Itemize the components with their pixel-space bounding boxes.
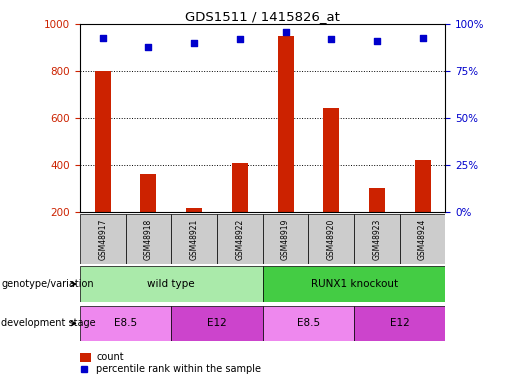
- Text: E8.5: E8.5: [114, 318, 137, 328]
- Text: development stage: development stage: [1, 318, 96, 328]
- Bar: [232, 163, 248, 212]
- Bar: [323, 108, 339, 212]
- Text: GSM48919: GSM48919: [281, 218, 290, 260]
- Bar: [186, 209, 202, 212]
- Bar: [400, 214, 445, 264]
- Bar: [171, 214, 217, 264]
- Bar: [263, 266, 445, 302]
- Text: GSM48920: GSM48920: [327, 218, 336, 260]
- Bar: [354, 306, 445, 341]
- Bar: [263, 214, 308, 264]
- Point: [281, 29, 289, 35]
- Bar: [263, 306, 354, 341]
- Text: wild type: wild type: [147, 279, 195, 289]
- Text: GSM48924: GSM48924: [418, 218, 427, 260]
- Point: [373, 38, 381, 44]
- Bar: [80, 214, 126, 264]
- Bar: [126, 214, 171, 264]
- Point: [419, 34, 427, 40]
- Text: GSM48921: GSM48921: [190, 218, 199, 259]
- Text: RUNX1 knockout: RUNX1 knockout: [311, 279, 398, 289]
- Point: [236, 36, 244, 42]
- Point: [144, 44, 152, 50]
- Text: E12: E12: [207, 318, 227, 328]
- Bar: [354, 214, 400, 264]
- Bar: [171, 306, 263, 341]
- Bar: [415, 160, 431, 212]
- Title: GDS1511 / 1415826_at: GDS1511 / 1415826_at: [185, 10, 340, 23]
- Text: E8.5: E8.5: [297, 318, 320, 328]
- Bar: [278, 36, 294, 212]
- Bar: [80, 353, 91, 362]
- Point: [98, 34, 107, 40]
- Text: GSM48923: GSM48923: [372, 218, 382, 260]
- Bar: [217, 214, 263, 264]
- Point: [190, 40, 198, 46]
- Bar: [95, 71, 111, 212]
- Bar: [80, 266, 263, 302]
- Text: percentile rank within the sample: percentile rank within the sample: [96, 364, 261, 374]
- Text: GSM48917: GSM48917: [98, 218, 107, 260]
- Text: genotype/variation: genotype/variation: [1, 279, 94, 289]
- Bar: [369, 188, 385, 212]
- Text: GSM48922: GSM48922: [235, 218, 244, 259]
- Bar: [141, 174, 157, 212]
- Text: count: count: [96, 352, 124, 362]
- Text: E12: E12: [390, 318, 409, 328]
- Text: GSM48918: GSM48918: [144, 218, 153, 259]
- Bar: [80, 306, 171, 341]
- Point: [327, 36, 335, 42]
- Bar: [308, 214, 354, 264]
